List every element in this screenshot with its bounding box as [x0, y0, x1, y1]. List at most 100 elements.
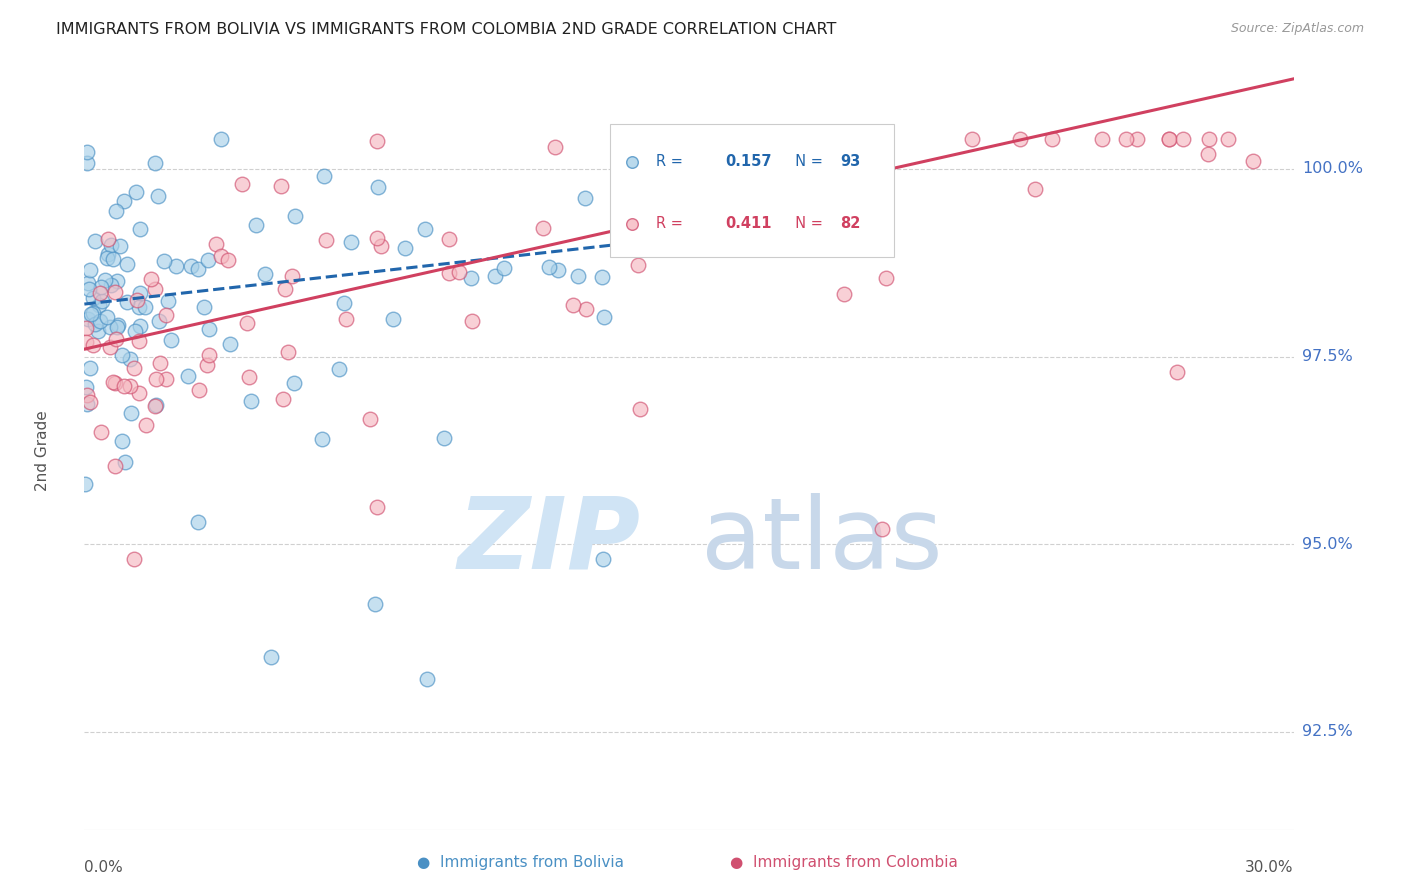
Point [128, 334, 150, 349]
Point [197, 252, 219, 267]
Point [370, 239, 392, 253]
Text: 100.0%: 100.0% [1302, 161, 1362, 177]
Point [449, 265, 471, 279]
Point [366, 134, 388, 148]
Point [271, 392, 294, 406]
Point [79, 395, 101, 409]
Point [76, 276, 98, 290]
Point [120, 406, 142, 420]
Point [209, 248, 232, 262]
Point [103, 252, 125, 266]
Point [141, 272, 163, 286]
Point [143, 282, 166, 296]
Point [217, 253, 239, 268]
Point [366, 231, 388, 245]
Point [128, 385, 150, 400]
Point [575, 301, 598, 316]
Point [366, 500, 388, 514]
Point [332, 296, 354, 310]
Point [461, 314, 484, 328]
Point [1198, 132, 1220, 146]
Point [104, 285, 127, 299]
Point [359, 412, 381, 426]
Point [82, 306, 104, 320]
Point [628, 402, 651, 417]
Point [153, 253, 176, 268]
Point [277, 345, 299, 359]
Text: 30.0%: 30.0% [1246, 860, 1294, 875]
Point [204, 237, 226, 252]
Point [159, 333, 181, 347]
Point [460, 270, 482, 285]
Text: 95.0%: 95.0% [1302, 537, 1353, 552]
Point [437, 232, 460, 246]
Point [125, 185, 148, 199]
Point [315, 233, 337, 247]
Point [832, 286, 855, 301]
Point [562, 298, 585, 312]
Point [177, 369, 200, 384]
Text: 97.5%: 97.5% [1302, 349, 1353, 364]
Text: Source: ZipAtlas.com: Source: ZipAtlas.com [1230, 22, 1364, 36]
Point [284, 209, 307, 223]
Point [104, 376, 127, 390]
Point [187, 384, 209, 398]
Point [592, 552, 614, 566]
Point [77, 282, 100, 296]
Point [128, 286, 150, 301]
FancyBboxPatch shape [610, 125, 894, 257]
Text: R =: R = [657, 154, 688, 169]
Text: atlas: atlas [702, 493, 942, 590]
Point [180, 259, 202, 273]
Text: 0.411: 0.411 [725, 217, 772, 231]
Point [1159, 132, 1181, 146]
Point [875, 271, 897, 285]
Text: N =: N = [786, 217, 827, 231]
Point [143, 155, 166, 169]
Point [591, 269, 613, 284]
Point [531, 221, 554, 235]
Point [112, 379, 135, 393]
Point [1091, 132, 1114, 146]
Point [129, 222, 152, 236]
Text: 0.0%: 0.0% [84, 860, 124, 875]
Point [283, 376, 305, 390]
Point [193, 300, 215, 314]
Point [1198, 147, 1220, 161]
Point [197, 348, 219, 362]
Point [77, 311, 100, 326]
Point [311, 432, 333, 446]
Point [155, 372, 177, 386]
Point [135, 417, 157, 432]
Text: R =: R = [657, 217, 688, 231]
Point [96, 232, 118, 246]
Point [83, 234, 105, 248]
Point [1241, 154, 1264, 169]
Point [101, 375, 124, 389]
Point [335, 312, 357, 326]
Point [1166, 365, 1188, 379]
Point [89, 286, 111, 301]
Point [75, 321, 97, 335]
Point [90, 280, 112, 294]
Point [416, 673, 439, 687]
Point [127, 293, 149, 308]
Text: 92.5%: 92.5% [1302, 724, 1353, 739]
Point [538, 260, 561, 274]
Point [314, 169, 336, 183]
Point [593, 310, 616, 324]
Point [544, 140, 567, 154]
Point [794, 137, 817, 152]
Text: IMMIGRANTS FROM BOLIVIA VS IMMIGRANTS FROM COLOMBIA 2ND GRADE CORRELATION CHART: IMMIGRANTS FROM BOLIVIA VS IMMIGRANTS FR… [56, 22, 837, 37]
Point [122, 552, 145, 566]
Point [962, 132, 984, 146]
Point [413, 222, 436, 236]
Point [128, 300, 150, 314]
Point [134, 300, 156, 314]
Point [86, 324, 108, 338]
Point [110, 239, 132, 253]
Point [1008, 132, 1031, 146]
Text: 82: 82 [841, 217, 860, 231]
Point [149, 356, 172, 370]
Point [245, 218, 267, 232]
